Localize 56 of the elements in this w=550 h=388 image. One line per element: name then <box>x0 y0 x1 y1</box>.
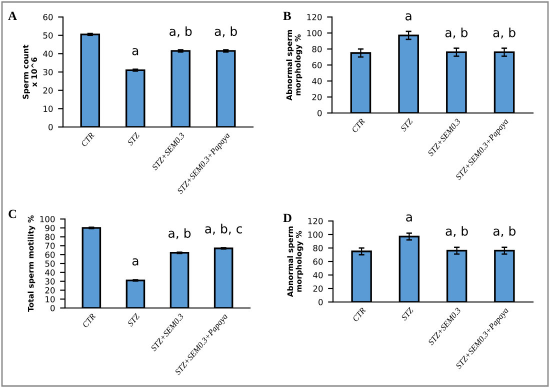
y-tick-label: 10 <box>46 296 55 302</box>
annotation: a <box>132 258 138 266</box>
y-tick-label: 0 <box>48 124 53 130</box>
y-tick-label: 40 <box>313 272 323 278</box>
x-tick-label: CTR <box>351 118 366 133</box>
y-tick-label: 120 <box>307 14 322 20</box>
y-tick-label: 20 <box>312 94 322 100</box>
y-tick-label: 90 <box>45 224 55 232</box>
annotation: a, b <box>493 226 516 238</box>
y-tick-label: 60 <box>313 258 323 265</box>
y-tick-label: 30 <box>45 278 55 285</box>
y-tick-label: 100 <box>308 231 323 238</box>
annotation: a <box>406 214 412 222</box>
annotation: a, b <box>168 228 191 240</box>
annotation: a, b <box>446 226 468 238</box>
y-tick-label: 50 <box>43 32 53 39</box>
y-tick-label: 10 <box>44 106 53 112</box>
annotation: a, b <box>214 26 237 38</box>
y-tick-label: 40 <box>45 269 55 276</box>
y-tick-label: 100 <box>307 30 322 36</box>
annotation: a <box>405 13 412 20</box>
y-tick-label: 40 <box>43 50 53 57</box>
x-tick-label: STZ <box>127 312 140 327</box>
x-tick-label: CTR <box>82 313 96 328</box>
y-tick-label: 80 <box>312 46 322 52</box>
y-tick-label: 60 <box>43 14 53 20</box>
y-tick-label: 0 <box>318 110 322 116</box>
y-tick-label: 60 <box>312 62 322 68</box>
text: C <box>8 210 16 218</box>
y-tick-label: 70 <box>45 242 55 249</box>
y-tick-label: 50 <box>45 260 55 267</box>
y-tick-label: 0 <box>318 298 323 306</box>
text: B <box>283 12 291 20</box>
annotation: a <box>132 48 138 56</box>
annotation: a, b <box>445 28 468 39</box>
y-tick-label: 80 <box>45 234 55 240</box>
text: D <box>283 214 292 222</box>
annotation: a, b, c <box>205 224 242 235</box>
annotation: a, b <box>493 28 516 39</box>
text: A <box>8 12 17 20</box>
y-tick-label: 120 <box>308 218 323 224</box>
x-tick-label: STZ <box>400 306 414 321</box>
y-tick-label: 20 <box>45 287 55 294</box>
y-tick-label: 80 <box>313 244 323 252</box>
y-tick-label: 60 <box>45 252 55 258</box>
y-tick-label: 30 <box>43 68 53 76</box>
y-tick-label: 100 <box>40 216 55 222</box>
y-tick-label: 0 <box>50 304 55 312</box>
x-tick-label: CTR <box>80 132 95 147</box>
x-tick-label: STZ <box>400 118 414 132</box>
annotation: a, b <box>170 26 192 38</box>
y-tick-label: 20 <box>313 285 323 292</box>
y-tick-label: 40 <box>312 78 322 84</box>
y-tick-label: 20 <box>43 87 53 94</box>
x-tick-label: STZ <box>127 132 140 146</box>
x-tick-label: CTR <box>352 307 366 322</box>
